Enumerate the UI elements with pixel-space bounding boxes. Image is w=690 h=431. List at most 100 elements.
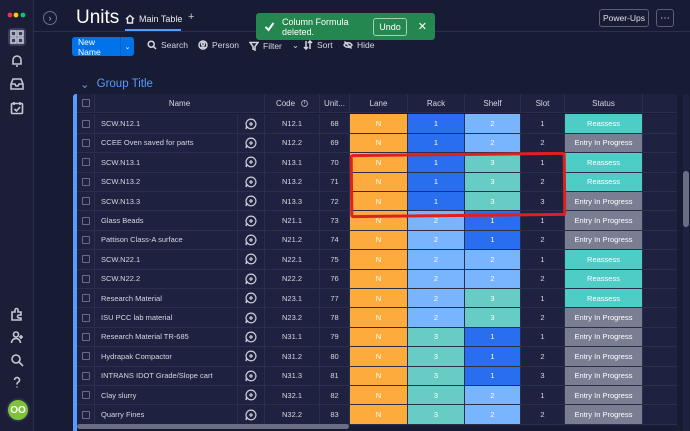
cell-name[interactable]: Clay slurry [95, 386, 238, 405]
row-checkbox[interactable] [81, 235, 90, 244]
cell-slot[interactable]: 1 [521, 211, 565, 230]
cell-name[interactable]: SCW.N22.1 [95, 250, 238, 269]
cell-rack[interactable]: 2 [408, 289, 465, 308]
cell-slot[interactable]: 1 [521, 327, 565, 347]
cell-name[interactable]: Glass Beads [95, 211, 238, 230]
table-row[interactable]: Research Material TR-685 N31.1 79 N 3 1 1 Entry… [77, 327, 677, 348]
table-row[interactable]: SCW.N13.1 N13.1 70 N 1 3 1 Reassess [77, 153, 677, 173]
cell-lane[interactable]: N [350, 230, 408, 250]
cell-slot[interactable]: 1 [521, 386, 565, 405]
cell-name[interactable]: Quarry Fines [95, 405, 238, 424]
row-checkbox[interactable] [81, 410, 90, 419]
row-select-cell[interactable] [77, 347, 95, 366]
cell-status[interactable]: Entry In Progress [565, 405, 643, 424]
cell-slot[interactable]: 2 [521, 308, 565, 327]
add-update-icon[interactable] [238, 250, 265, 269]
close-toast-icon[interactable]: ✕ [417, 21, 427, 33]
table-row[interactable]: ISU PCC lab material N23.2 78 N 2 3 2 Entry In … [77, 308, 677, 328]
add-update-icon[interactable] [238, 133, 265, 153]
table-row[interactable]: CCEE Oven saved for parts N12.2 69 N 1 2 2 Entr… [77, 133, 677, 154]
row-checkbox[interactable] [81, 177, 90, 186]
cell-lane[interactable]: N [350, 405, 408, 424]
cell-slot[interactable]: 2 [521, 172, 565, 191]
row-select-cell[interactable] [77, 133, 95, 153]
cell-status[interactable]: Reassess [565, 269, 643, 288]
tab-main-table[interactable]: Main Table [125, 10, 182, 28]
notifications-bell-icon[interactable] [8, 52, 26, 70]
row-select-cell[interactable] [77, 153, 95, 172]
table-row[interactable]: Pattison Class-A surface N21.2 74 N 2 1 2 Entry… [77, 230, 677, 251]
cell-lane[interactable]: N [350, 250, 408, 269]
cell-lane[interactable]: N [350, 269, 408, 288]
column-header-slot[interactable]: Slot [521, 94, 565, 113]
cell-rack[interactable]: 1 [408, 153, 465, 172]
cell-lane[interactable]: N [350, 211, 408, 230]
column-header-shelf[interactable]: Shelf [465, 94, 521, 113]
add-update-icon[interactable] [238, 153, 265, 172]
table-row[interactable]: SCW.N22.1 N22.1 75 N 2 2 1 Reassess [77, 250, 677, 270]
row-checkbox[interactable] [81, 274, 90, 283]
inbox-icon[interactable] [8, 75, 26, 93]
column-header-code[interactable]: Code i [265, 94, 320, 113]
cell-shelf[interactable]: 2 [465, 250, 521, 269]
cell-status[interactable]: Reassess [565, 153, 643, 172]
cell-name[interactable]: CCEE Oven saved for parts [95, 133, 238, 153]
cell-slot[interactable]: 2 [521, 133, 565, 153]
cell-name[interactable]: SCW.N22.2 [95, 269, 238, 288]
cell-shelf[interactable]: 3 [465, 192, 521, 211]
column-header-rack[interactable]: Rack [408, 94, 465, 113]
column-header-status[interactable]: Status [565, 94, 643, 113]
cell-status[interactable]: Entry In Progress [565, 133, 643, 153]
cell-name[interactable]: SCW.N12.1 [95, 114, 238, 133]
cell-lane[interactable]: N [350, 172, 408, 191]
cell-slot[interactable]: 2 [521, 347, 565, 366]
cell-name[interactable]: Hydrapak Compactor [95, 347, 238, 366]
row-checkbox[interactable] [81, 119, 90, 128]
cell-shelf[interactable]: 1 [465, 211, 521, 230]
column-info-icon[interactable]: i [301, 99, 309, 107]
cell-name[interactable]: Research Material TR-685 [95, 327, 238, 347]
cell-status[interactable]: Entry In Progress [565, 386, 643, 405]
row-select-cell[interactable] [77, 192, 95, 211]
cell-shelf[interactable]: 3 [465, 153, 521, 172]
add-update-icon[interactable] [238, 172, 265, 191]
cell-status[interactable]: Entry In Progress [565, 211, 643, 230]
row-select-cell[interactable] [77, 172, 95, 191]
cell-lane[interactable]: N [350, 153, 408, 172]
cell-lane[interactable]: N [350, 133, 408, 153]
horizontal-scrollbar-thumb[interactable] [77, 424, 349, 429]
more-options-button[interactable]: ⋯ [656, 9, 674, 27]
column-header-unit[interactable]: Unit... [320, 94, 350, 113]
cell-shelf[interactable]: 3 [465, 289, 521, 308]
table-row[interactable]: Research Material N23.1 77 N 2 3 1 Reassess [77, 289, 677, 309]
row-select-cell[interactable] [77, 289, 95, 308]
my-work-calendar-icon[interactable] [8, 99, 26, 117]
row-select-cell[interactable] [77, 250, 95, 269]
cell-slot[interactable]: 2 [521, 230, 565, 250]
cell-slot[interactable]: 3 [521, 366, 565, 385]
row-checkbox[interactable] [81, 391, 90, 400]
cell-shelf[interactable]: 2 [465, 269, 521, 288]
cell-lane[interactable]: N [350, 192, 408, 211]
row-select-cell[interactable] [77, 230, 95, 250]
cell-status[interactable]: Entry In Progress [565, 366, 643, 385]
cell-slot[interactable]: 2 [521, 269, 565, 288]
add-update-icon[interactable] [238, 347, 265, 366]
add-update-icon[interactable] [238, 327, 265, 347]
column-header-lane[interactable]: Lane [350, 94, 408, 113]
collapse-sidebar-chevron-icon[interactable]: › [43, 11, 57, 25]
help-icon[interactable] [8, 373, 26, 391]
add-update-icon[interactable] [238, 405, 265, 424]
table-row[interactable]: Hydrapak Compactor N31.2 80 N 3 1 2 Entry In Pr… [77, 347, 677, 367]
row-select-cell[interactable] [77, 386, 95, 405]
row-select-cell[interactable] [77, 366, 95, 385]
cell-rack[interactable]: 3 [408, 327, 465, 347]
row-select-cell[interactable] [77, 327, 95, 347]
cell-lane[interactable]: N [350, 327, 408, 347]
cell-shelf[interactable]: 3 [465, 308, 521, 327]
cell-rack[interactable]: 1 [408, 133, 465, 153]
add-update-icon[interactable] [238, 386, 265, 405]
add-update-icon[interactable] [238, 366, 265, 385]
cell-status[interactable]: Entry In Progress [565, 230, 643, 250]
cell-rack[interactable]: 2 [408, 250, 465, 269]
